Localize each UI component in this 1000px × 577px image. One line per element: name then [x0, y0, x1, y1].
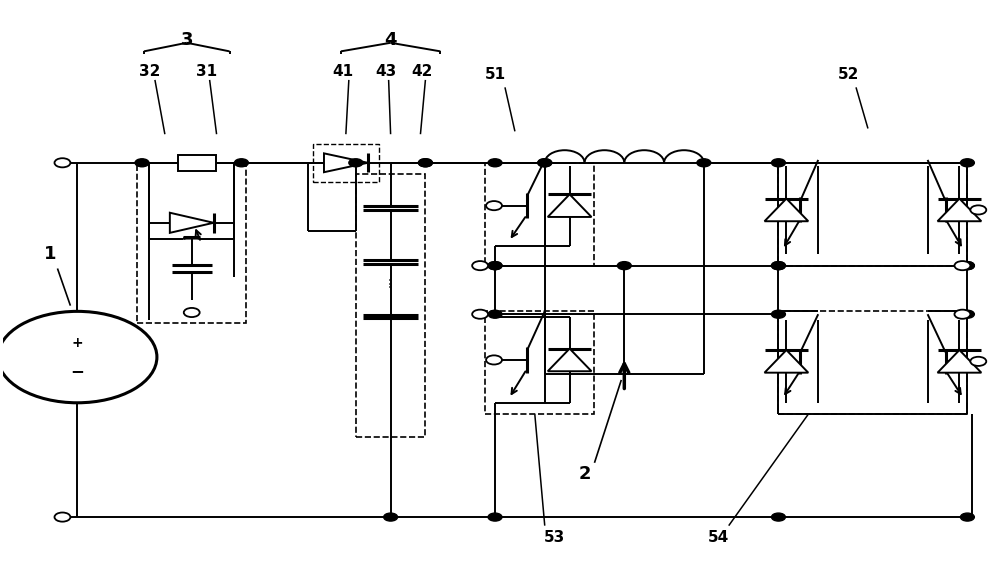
Bar — [178, 155, 216, 171]
Circle shape — [697, 159, 711, 167]
Circle shape — [488, 261, 502, 269]
Bar — [485, 163, 594, 265]
Polygon shape — [765, 350, 808, 373]
Circle shape — [234, 159, 248, 167]
Circle shape — [970, 205, 986, 215]
Polygon shape — [548, 349, 591, 371]
Circle shape — [486, 355, 502, 365]
Circle shape — [135, 159, 149, 167]
Text: 2: 2 — [578, 465, 591, 483]
Circle shape — [970, 357, 986, 366]
Text: 53: 53 — [544, 530, 565, 545]
Circle shape — [488, 159, 502, 167]
Bar — [485, 312, 594, 414]
Text: 54: 54 — [708, 530, 729, 545]
Circle shape — [771, 261, 785, 269]
Circle shape — [184, 308, 200, 317]
Polygon shape — [324, 153, 368, 172]
Bar — [313, 144, 379, 182]
Circle shape — [472, 310, 488, 319]
Circle shape — [488, 261, 502, 269]
Text: +: + — [72, 336, 83, 350]
Text: 43: 43 — [375, 64, 396, 79]
Bar — [356, 174, 425, 437]
Circle shape — [384, 513, 398, 521]
Circle shape — [954, 261, 970, 270]
Circle shape — [960, 261, 974, 269]
Circle shape — [954, 310, 970, 319]
Bar — [137, 163, 246, 323]
Text: 42: 42 — [412, 64, 433, 79]
Circle shape — [617, 261, 631, 269]
Polygon shape — [938, 350, 981, 373]
Polygon shape — [183, 237, 200, 238]
Bar — [778, 312, 967, 414]
Polygon shape — [170, 213, 214, 233]
Text: 52: 52 — [837, 67, 859, 82]
Circle shape — [960, 513, 974, 521]
Circle shape — [418, 159, 432, 167]
Text: 1: 1 — [44, 245, 57, 263]
Text: 3: 3 — [180, 31, 193, 49]
Circle shape — [538, 159, 552, 167]
Text: 32: 32 — [139, 64, 161, 79]
Circle shape — [960, 310, 974, 318]
Circle shape — [472, 261, 488, 270]
Text: ···: ··· — [384, 275, 397, 287]
Bar — [778, 163, 967, 265]
Circle shape — [771, 310, 785, 318]
Circle shape — [488, 310, 502, 318]
Text: 51: 51 — [484, 67, 506, 82]
Polygon shape — [938, 198, 981, 221]
Circle shape — [54, 512, 70, 522]
Polygon shape — [548, 194, 591, 217]
Circle shape — [486, 201, 502, 210]
Circle shape — [54, 158, 70, 167]
Text: 41: 41 — [332, 64, 353, 79]
Circle shape — [538, 159, 552, 167]
Circle shape — [488, 513, 502, 521]
Circle shape — [771, 513, 785, 521]
Circle shape — [771, 261, 785, 269]
Circle shape — [349, 159, 363, 167]
Text: 4: 4 — [384, 31, 397, 49]
Text: 31: 31 — [196, 64, 217, 79]
Circle shape — [960, 261, 974, 269]
Circle shape — [418, 159, 432, 167]
Text: −: − — [70, 362, 84, 380]
Circle shape — [0, 312, 157, 403]
Circle shape — [771, 159, 785, 167]
Circle shape — [960, 159, 974, 167]
Polygon shape — [765, 198, 808, 221]
